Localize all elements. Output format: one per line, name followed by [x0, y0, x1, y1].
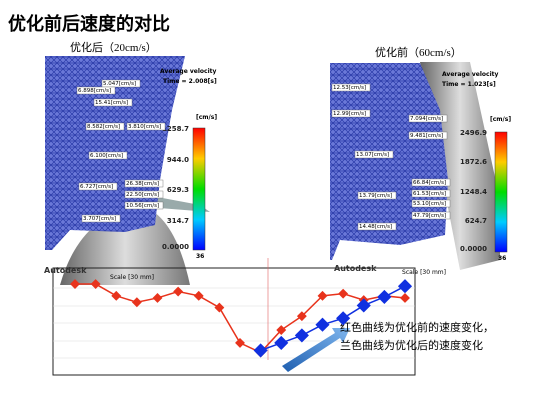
point — [397, 279, 413, 294]
label-box — [331, 83, 371, 92]
colorbar-label: 2496.9 — [460, 129, 487, 137]
point — [152, 293, 163, 303]
colorbar-label: 0.0000 — [460, 245, 487, 253]
point — [214, 302, 225, 313]
time: Time = 2.008[s] — [163, 78, 217, 85]
velocity-label: 13.79[cm/s] — [359, 193, 392, 199]
point — [296, 311, 307, 322]
label-box — [124, 190, 164, 199]
colorbar-label: 1258.7 — [162, 125, 189, 133]
point — [274, 335, 289, 350]
time: Time = 1.023[s] — [442, 81, 496, 88]
brand: Autodesk — [334, 264, 377, 273]
point — [253, 343, 268, 358]
velocity-label: 3.810[cm/s] — [128, 124, 161, 130]
colorbar-label: 624.7 — [465, 217, 487, 225]
label-box — [81, 214, 121, 223]
velocity-label: 14.48[cm/s] — [359, 224, 392, 230]
velocity-label: 8.582[cm/s] — [87, 124, 120, 130]
label-box — [357, 191, 397, 200]
label-box — [331, 109, 371, 118]
label-box — [411, 178, 451, 187]
caption: 优化前（60cm/s） — [375, 45, 462, 59]
velocity-label: 7.094[cm/s] — [410, 116, 443, 122]
colorbar-end: 36 — [498, 255, 506, 262]
label-box — [411, 211, 451, 220]
colorbar-label: 629.3 — [167, 186, 189, 194]
sim-right — [330, 60, 510, 278]
velocity-label: 6.727[cm/s] — [80, 184, 113, 190]
annotation: 红色曲线为优化前的速度变化， — [340, 320, 494, 334]
scale: Scale [30 mm] — [110, 274, 154, 281]
point — [111, 290, 122, 301]
sim-left — [45, 55, 213, 287]
label-box — [124, 179, 164, 188]
label-box — [76, 86, 116, 95]
velocity-label: 61.53[cm/s] — [413, 191, 446, 197]
point — [294, 328, 309, 343]
label-box — [93, 98, 133, 107]
label-box — [408, 131, 448, 140]
velocity-label: 12.53[cm/s] — [333, 85, 366, 91]
point — [235, 337, 245, 348]
point — [336, 311, 351, 326]
velocity-label: 22.50[cm/s] — [126, 192, 159, 198]
velocity-label: 5.047[cm/s] — [103, 81, 136, 87]
point — [400, 293, 410, 303]
label-box — [85, 122, 125, 131]
colorbar-label: 944.0 — [167, 156, 189, 164]
point — [377, 289, 392, 304]
colorbar-label: 1248.4 — [460, 188, 487, 196]
point — [276, 325, 287, 336]
title: 优化前后速度的对比 — [8, 13, 170, 35]
velocity-label: 3.707[cm/s] — [83, 216, 116, 222]
velocity-label: 53.10[cm/s] — [413, 201, 446, 207]
label-box — [411, 199, 451, 208]
velocity-label: 26.38[cm/s] — [126, 181, 159, 187]
brand: Autodesk — [44, 266, 87, 275]
legend-title: Average velocity — [160, 68, 217, 75]
colorbar-label: 1872.6 — [460, 158, 487, 166]
label-box — [101, 79, 141, 88]
arrow — [282, 328, 350, 372]
label-box — [354, 150, 394, 159]
point — [315, 317, 330, 332]
velocity-label: 13.07[cm/s] — [356, 152, 389, 158]
annotation: 兰色曲线为优化后的速度变化 — [340, 338, 483, 352]
chart-rules — [53, 287, 415, 359]
label-box — [78, 182, 118, 191]
velocity-label: 12.99[cm/s] — [333, 111, 366, 117]
label-box — [357, 222, 397, 231]
label-box — [88, 151, 128, 160]
label-box — [124, 201, 164, 210]
velocity-label: 6.100[cm/s] — [90, 153, 123, 159]
chart-frame — [52, 267, 416, 376]
unit: [cm/s] — [490, 116, 511, 123]
caption: 优化后（20cm/s） — [70, 40, 157, 54]
colorbar-label: 314.7 — [167, 217, 189, 225]
label-box — [411, 189, 451, 198]
velocity-label: 6.898[cm/s] — [78, 88, 111, 94]
velocity-label: 10.56[cm/s] — [126, 203, 159, 209]
point — [317, 290, 328, 301]
point — [173, 286, 184, 297]
velocity-label: 47.79[cm/s] — [413, 213, 446, 219]
scale: Scale [30 mm] — [402, 269, 446, 276]
unit: [cm/s] — [196, 114, 217, 121]
label-box — [408, 114, 448, 123]
point — [193, 290, 204, 301]
point — [131, 297, 142, 308]
velocity-label: 9.481[cm/s] — [410, 133, 443, 139]
legend-title: Average velocity — [442, 71, 499, 78]
velocity-label: 66.84[cm/s] — [413, 180, 446, 186]
point — [338, 288, 349, 299]
point — [356, 298, 371, 313]
colorbar-end: 36 — [196, 253, 204, 260]
velocity-label: 15.41[cm/s] — [95, 100, 128, 106]
colorbar-label: 0.0000 — [162, 243, 189, 251]
label-box — [126, 122, 166, 131]
